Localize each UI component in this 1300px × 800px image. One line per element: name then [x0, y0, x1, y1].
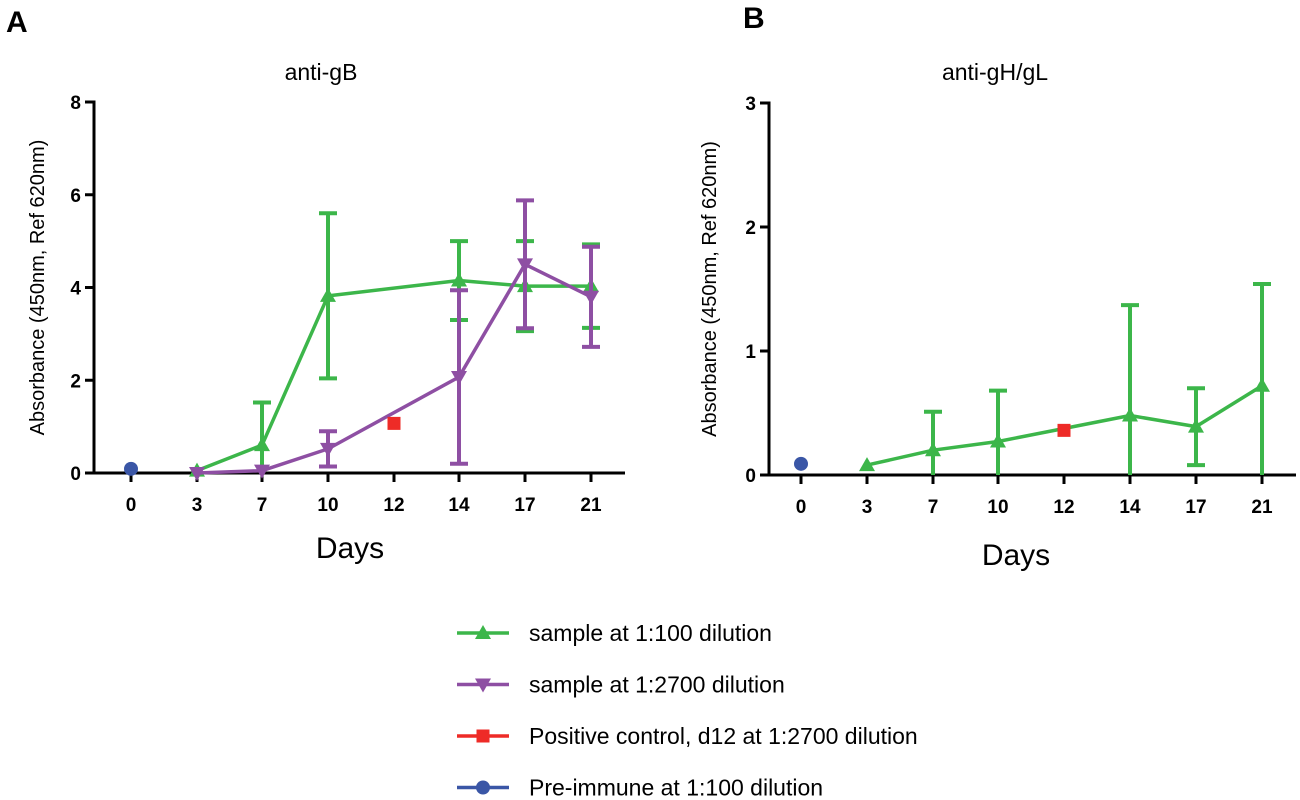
- panel-a-x-tick-label: 21: [580, 495, 602, 516]
- legend-label: Positive control, d12 at 1:2700 dilution: [529, 723, 918, 749]
- panel-b-x-tick-label: 3: [862, 497, 873, 518]
- panel-a-data-point: [451, 272, 467, 287]
- legend-label: Pre-immune at 1:100 dilution: [529, 775, 823, 800]
- panel-b-y-tick-label: 3: [745, 94, 756, 115]
- legend-item: sample at 1:100 dilution: [457, 620, 772, 646]
- panel-a-data-point: [254, 464, 270, 479]
- panel-b-series-2: [794, 456, 808, 471]
- panel-b-x-axis-label: Days: [982, 539, 1050, 572]
- panel-a-data-point: [517, 258, 533, 273]
- chart-panel-a: anti-gB 0 2 4 6 8 0 3 7 10 12 14 17 21 Absorbance (450…: [27, 59, 625, 565]
- panel-letter-b: B: [743, 2, 765, 35]
- panel-a-series-1: [189, 198, 600, 481]
- panel-a-y-axis-label: Absorbance (450nm, Ref 620nm): [27, 140, 49, 436]
- panel-letter-a: A: [6, 6, 28, 39]
- panel-a-y-tick-label: 4: [70, 279, 81, 300]
- panel-b-y-tick-label: 0: [745, 466, 756, 487]
- panel-a-series-0: [189, 211, 600, 477]
- legend: sample at 1:100 dilution sample at 1:2700…: [457, 620, 918, 800]
- panel-a-data-point: [387, 416, 401, 430]
- panel-a-y-tick-label: 0: [70, 464, 81, 485]
- panel-a-x-tick-label: 10: [317, 495, 338, 516]
- panel-b-x-tick-label: 10: [987, 497, 1008, 518]
- panel-a-x-tick-label: 3: [192, 495, 203, 516]
- panel-a-x-tick-label: 12: [383, 495, 404, 516]
- panel-b-data-point: [990, 433, 1006, 448]
- panel-b-data-point: [925, 442, 941, 457]
- panel-a-x-tick-label: 17: [514, 495, 535, 516]
- legend-label: sample at 1:100 dilution: [529, 620, 772, 646]
- legend-item: Positive control, d12 at 1:2700 dilution: [457, 723, 918, 749]
- panel-b-y-axis-label: Absorbance (450nm, Ref 620nm): [699, 141, 721, 437]
- panel-a-chart-title: anti-gB: [285, 59, 358, 85]
- panel-a-series-2: [387, 416, 401, 430]
- panel-a-x-tick-label: 7: [257, 495, 268, 516]
- panel-b-x-tick-label: 14: [1119, 497, 1141, 518]
- panel-b-data-point: [859, 457, 875, 472]
- legend-swatch-marker: [475, 625, 491, 639]
- panel-a-data-point: [124, 461, 138, 476]
- panel-b-x-tick-label: 12: [1053, 497, 1074, 518]
- panel-a-x-tick-label: 14: [448, 495, 470, 516]
- legend-swatch-marker: [476, 780, 490, 795]
- panel-b-y-tick-label: 1: [745, 342, 756, 363]
- panel-a-data-point: [254, 437, 270, 452]
- panel-b-series-0: [859, 282, 1271, 475]
- legend-label: sample at 1:2700 dilution: [529, 672, 785, 698]
- panel-a-y-tick-label: 8: [70, 93, 81, 114]
- panel-a-data-point: [189, 467, 205, 481]
- panel-b-x-tick-label: 7: [928, 497, 939, 518]
- legend-swatch-marker: [476, 729, 490, 743]
- panel-a-data-point: [583, 290, 599, 305]
- panel-a-y-tick-label: 6: [70, 186, 81, 207]
- panel-a-data-point: [320, 442, 336, 457]
- panel-a-data-point: [320, 287, 336, 302]
- panel-b-x-tick-label: 17: [1185, 497, 1206, 518]
- panel-b-data-point: [794, 456, 808, 471]
- panel-b-data-point: [1122, 407, 1138, 422]
- panel-b-data-point: [1057, 423, 1071, 437]
- panel-b-data-point: [1188, 418, 1204, 433]
- panel-a-x-tick-label: 0: [126, 495, 137, 516]
- legend-item: Pre-immune at 1:100 dilution: [457, 775, 823, 800]
- panel-a-y-tick-label: 2: [70, 371, 81, 392]
- panel-a-series-3: [124, 461, 138, 476]
- panel-b-chart-title: anti-gH/gL: [942, 59, 1048, 85]
- panel-a-series-line: [196, 262, 592, 475]
- panel-b-x-tick-label: 0: [796, 497, 807, 518]
- legend-item: sample at 1:2700 dilution: [457, 672, 785, 698]
- panel-b-y-tick-label: 2: [745, 218, 756, 239]
- panel-b-x-tick-label: 21: [1251, 497, 1273, 518]
- legend-swatch-marker: [475, 678, 491, 693]
- panel-a-x-axis-label: Days: [316, 532, 384, 565]
- panel-a-data-point: [451, 371, 467, 386]
- panel-b-series-1: [1057, 423, 1071, 437]
- panel-a-series-line: [196, 278, 591, 473]
- panel-b-data-point: [1254, 377, 1270, 392]
